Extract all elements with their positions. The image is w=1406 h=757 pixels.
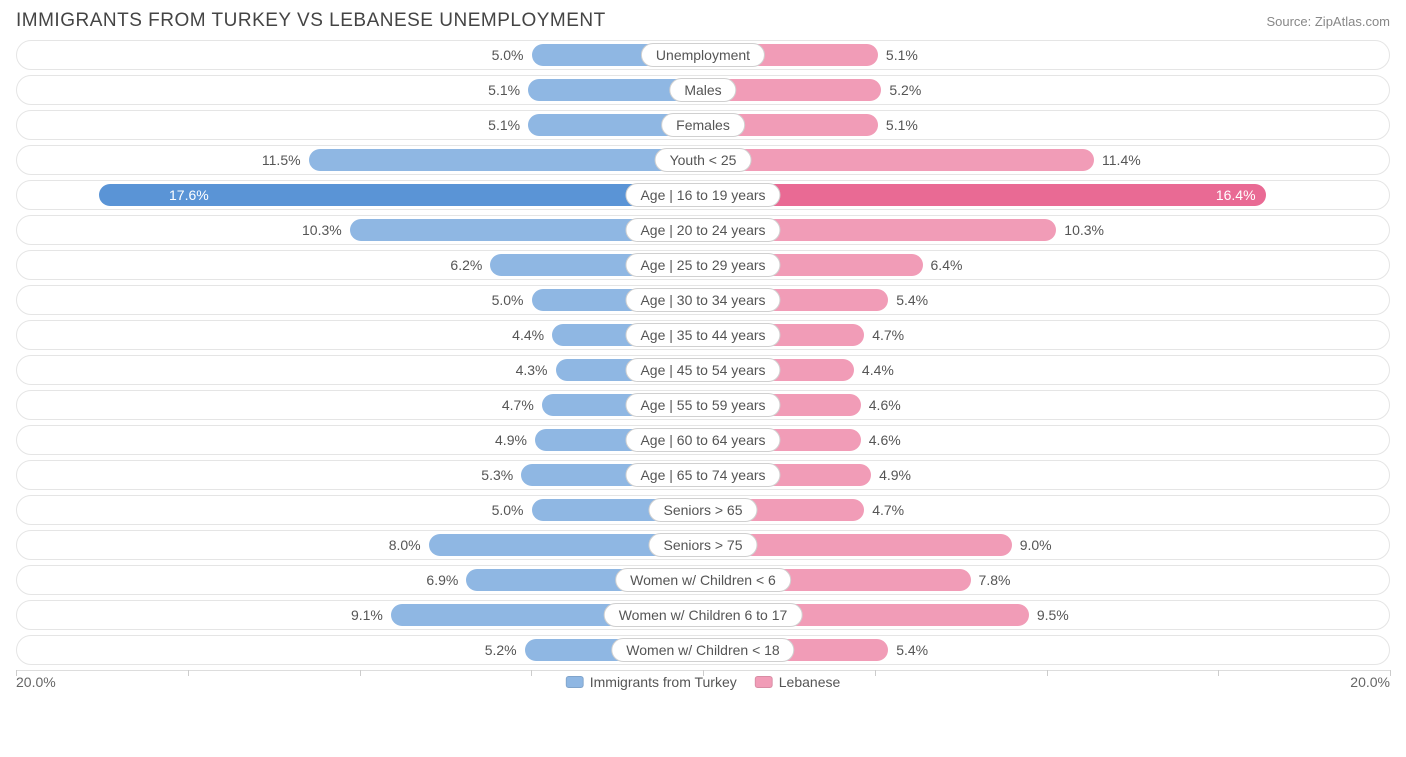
- bar-row: 9.1% 9.5% Women w/ Children 6 to 17: [16, 600, 1390, 630]
- category-pill: Seniors > 75: [649, 533, 758, 557]
- chart-title: IMMIGRANTS FROM TURKEY VS LEBANESE UNEMP…: [16, 10, 606, 32]
- legend-label-right: Lebanese: [779, 674, 841, 690]
- value-label-right: 7.8%: [971, 566, 1011, 594]
- legend: Immigrants from Turkey Lebanese: [566, 674, 841, 690]
- value-label-right: 5.1%: [878, 111, 918, 139]
- bar-row: 5.0% 5.4% Age | 30 to 34 years: [16, 285, 1390, 315]
- category-pill: Age | 30 to 34 years: [625, 288, 780, 312]
- category-pill: Age | 25 to 29 years: [625, 253, 780, 277]
- source-attribution: Source: ZipAtlas.com: [1266, 14, 1390, 29]
- axis-tick: [360, 670, 361, 676]
- bar-row: 4.7% 4.6% Age | 55 to 59 years: [16, 390, 1390, 420]
- value-label-left: 4.9%: [495, 426, 535, 454]
- value-label-right: 5.1%: [878, 41, 918, 69]
- axis-max-left: 20.0%: [16, 674, 56, 690]
- value-label-right: 11.4%: [1094, 146, 1141, 174]
- value-label-right: 4.6%: [861, 426, 901, 454]
- value-label-right: 4.6%: [861, 391, 901, 419]
- axis-tick: [1047, 670, 1048, 676]
- bar-row: 11.5% 11.4% Youth < 25: [16, 145, 1390, 175]
- category-pill: Age | 20 to 24 years: [625, 218, 780, 242]
- legend-item-left: Immigrants from Turkey: [566, 674, 737, 690]
- value-label-right: 9.0%: [1012, 531, 1052, 559]
- legend-swatch-left: [566, 676, 584, 688]
- value-label-left: 6.9%: [426, 566, 466, 594]
- value-label-right: 4.7%: [864, 321, 904, 349]
- value-label-right: 4.4%: [854, 356, 894, 384]
- axis-tick: [1218, 670, 1219, 676]
- value-label-left: 5.0%: [492, 496, 532, 524]
- value-label-left: 5.0%: [492, 41, 532, 69]
- value-label-left: 5.0%: [492, 286, 532, 314]
- value-label-right: 10.3%: [1056, 216, 1104, 244]
- bar-row: 5.0% 5.1% Unemployment: [16, 40, 1390, 70]
- bar-right: [703, 149, 1094, 171]
- category-pill: Females: [661, 113, 745, 137]
- bar-row: 4.3% 4.4% Age | 45 to 54 years: [16, 355, 1390, 385]
- axis-tick: [875, 670, 876, 676]
- value-label-left: 5.2%: [485, 636, 525, 664]
- category-pill: Women w/ Children < 6: [615, 568, 791, 592]
- bar-row: 5.1% 5.1% Females: [16, 110, 1390, 140]
- category-pill: Seniors > 65: [649, 498, 758, 522]
- value-label-left: 5.3%: [481, 461, 521, 489]
- value-label-right: 16.4%: [1206, 181, 1266, 209]
- category-pill: Women w/ Children < 18: [611, 638, 794, 662]
- value-label-left: 4.3%: [516, 356, 556, 384]
- axis-tick: [703, 670, 704, 676]
- value-label-right: 9.5%: [1029, 601, 1069, 629]
- value-label-left: 5.1%: [488, 111, 528, 139]
- category-pill: Unemployment: [641, 43, 765, 67]
- value-label-left: 11.5%: [262, 146, 309, 174]
- bar-row: 6.2% 6.4% Age | 25 to 29 years: [16, 250, 1390, 280]
- category-pill: Males: [669, 78, 736, 102]
- value-label-left: 4.7%: [502, 391, 542, 419]
- value-label-left: 4.4%: [512, 321, 552, 349]
- bar-left: [309, 149, 703, 171]
- value-label-left: 9.1%: [351, 601, 391, 629]
- category-pill: Age | 65 to 74 years: [625, 463, 780, 487]
- bar-row: 10.3% 10.3% Age | 20 to 24 years: [16, 215, 1390, 245]
- value-label-left: 5.1%: [488, 76, 528, 104]
- legend-item-right: Lebanese: [755, 674, 841, 690]
- value-label-right: 5.4%: [888, 636, 928, 664]
- category-pill: Age | 60 to 64 years: [625, 428, 780, 452]
- bar-row: 5.3% 4.9% Age | 65 to 74 years: [16, 460, 1390, 490]
- category-pill: Age | 16 to 19 years: [625, 183, 780, 207]
- axis-tick: [1390, 670, 1391, 676]
- value-label-right: 6.4%: [923, 251, 963, 279]
- value-label-left: 10.3%: [302, 216, 350, 244]
- bar-row: 5.2% 5.4% Women w/ Children < 18: [16, 635, 1390, 665]
- category-pill: Age | 35 to 44 years: [625, 323, 780, 347]
- value-label-left: 8.0%: [389, 531, 429, 559]
- header: IMMIGRANTS FROM TURKEY VS LEBANESE UNEMP…: [0, 0, 1406, 40]
- category-pill: Women w/ Children 6 to 17: [604, 603, 803, 627]
- axis-tick: [16, 670, 17, 676]
- bar-row: 4.9% 4.6% Age | 60 to 64 years: [16, 425, 1390, 455]
- axis-row: 20.0% Immigrants from Turkey Lebanese 20…: [16, 670, 1390, 696]
- bar-row: 17.6% 16.4% Age | 16 to 19 years: [16, 180, 1390, 210]
- value-label-right: 5.2%: [881, 76, 921, 104]
- bar-right: [703, 184, 1266, 206]
- bar-row: 5.0% 4.7% Seniors > 65: [16, 495, 1390, 525]
- category-pill: Age | 55 to 59 years: [625, 393, 780, 417]
- value-label-right: 4.7%: [864, 496, 904, 524]
- axis-tick: [188, 670, 189, 676]
- axis-tick: [531, 670, 532, 676]
- axis-max-right: 20.0%: [1350, 674, 1390, 690]
- bar-row: 4.4% 4.7% Age | 35 to 44 years: [16, 320, 1390, 350]
- value-label-right: 5.4%: [888, 286, 928, 314]
- value-label-left: 17.6%: [159, 181, 219, 209]
- category-pill: Age | 45 to 54 years: [625, 358, 780, 382]
- value-label-left: 6.2%: [450, 251, 490, 279]
- chart-container: IMMIGRANTS FROM TURKEY VS LEBANESE UNEMP…: [0, 0, 1406, 696]
- bar-row: 5.1% 5.2% Males: [16, 75, 1390, 105]
- chart-area: 5.0%5.1%Unemployment5.1%5.2%Males5.1%5.1…: [0, 40, 1406, 696]
- legend-swatch-right: [755, 676, 773, 688]
- legend-label-left: Immigrants from Turkey: [590, 674, 737, 690]
- bar-row: 6.9% 7.8% Women w/ Children < 6: [16, 565, 1390, 595]
- bar-row: 8.0% 9.0% Seniors > 75: [16, 530, 1390, 560]
- category-pill: Youth < 25: [655, 148, 752, 172]
- value-label-right: 4.9%: [871, 461, 911, 489]
